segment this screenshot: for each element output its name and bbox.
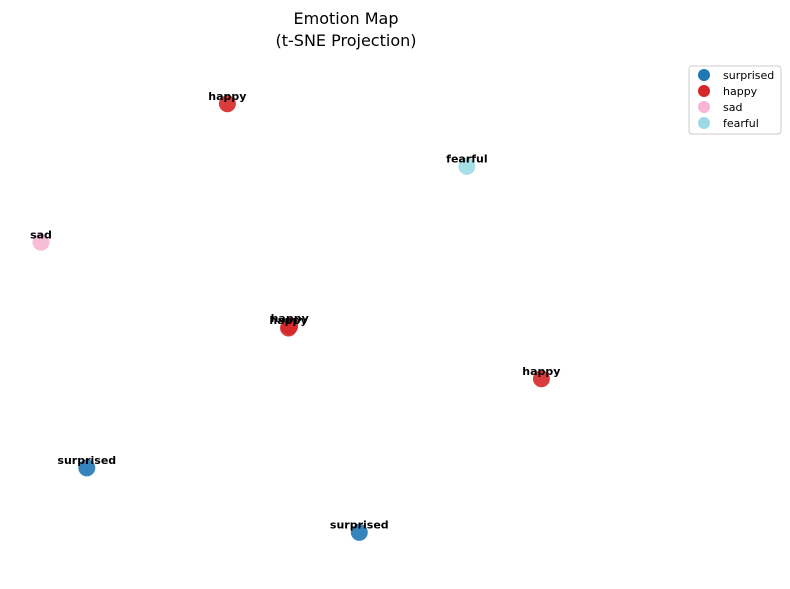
scatter-point-surprised [350,523,368,541]
point-label-fearful: fearful [446,152,487,165]
legend-label-surprised: surprised [723,69,774,82]
point-label-happy: happy [522,365,560,378]
point-label-happy: happy [269,314,307,327]
scatter-point-fearful [458,157,476,175]
scatter-point-surprised [78,459,96,477]
legend-label-sad: sad [723,101,742,114]
point-labels: happyfearfulsadhappyhappyhappysurpriseds… [30,90,560,532]
point-label-surprised: surprised [57,454,116,467]
chart-title-line-1: Emotion Map [294,9,399,28]
chart-title-line-2: (t-SNE Projection) [276,31,417,50]
legend: surprised happy sad fearful [688,65,782,135]
legend-marker-happy [698,85,710,97]
legend-marker-surprised [698,69,710,81]
point-label-sad: sad [30,228,52,241]
scatter-point-happy [218,95,236,113]
point-label-surprised: surprised [330,518,389,531]
scatter-points [32,95,550,541]
scatter-point-happy [281,317,299,335]
legend-marker-sad [698,101,710,113]
scatter-point-happy [532,370,550,388]
legend-marker-fearful [698,117,710,129]
scatter-point-sad [32,233,50,251]
legend-label-fearful: fearful [723,117,759,130]
legend-frame [688,65,782,135]
point-label-happy: happy [208,90,246,103]
point-label-happy: happy [271,312,309,325]
legend-label-happy: happy [723,85,758,98]
